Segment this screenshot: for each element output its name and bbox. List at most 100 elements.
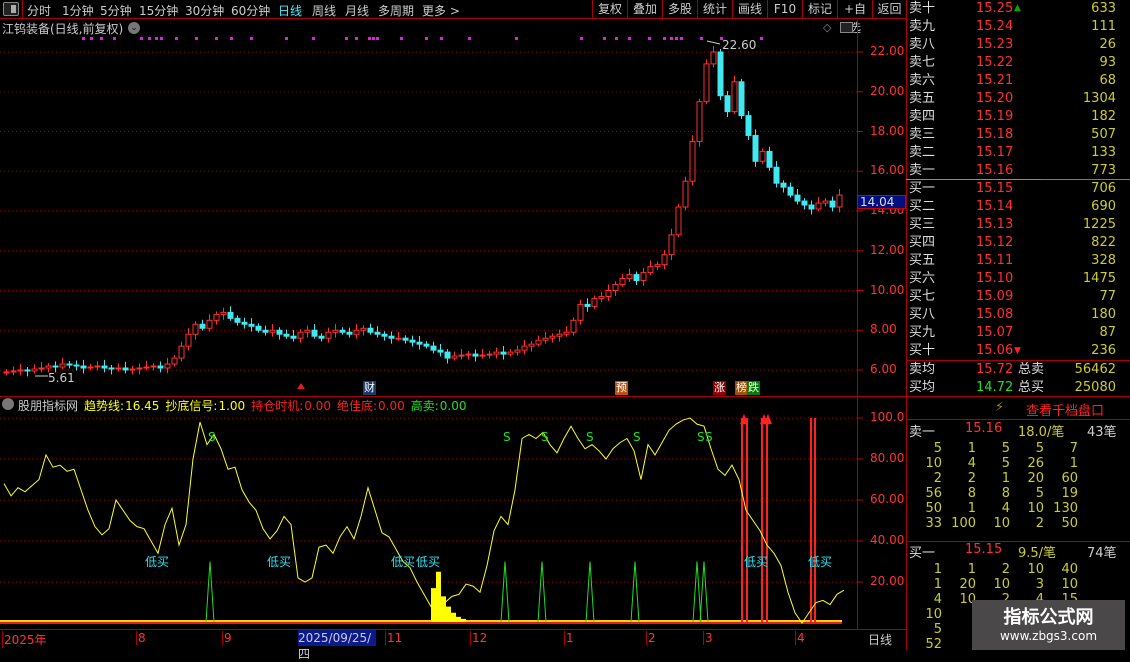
level-volume: 180 <box>1091 307 1116 322</box>
chart-marker[interactable]: 预 <box>615 381 628 395</box>
sell-signal-spike <box>699 561 709 623</box>
chart-marker[interactable]: 跌 <box>747 381 760 395</box>
low-price-label: 5.61 <box>48 371 75 385</box>
orderbook-row[interactable]: 买三 15.13 1225 <box>906 216 1124 234</box>
tab-period-6[interactable]: 日线 <box>278 4 303 18</box>
sell-s-label: S <box>705 430 713 444</box>
orderbook-row[interactable]: 买五 15.11 328 <box>906 252 1124 270</box>
tab-period-7[interactable]: 周线 <box>312 4 337 18</box>
level-price: 15.18 <box>976 127 1014 142</box>
level-volume: 706 <box>1091 181 1116 196</box>
orderbook-row[interactable]: 卖九 15.24 111 <box>906 18 1124 36</box>
layout-toggle-icon[interactable] <box>3 2 19 16</box>
tab-period-0[interactable]: 分时 <box>27 4 52 18</box>
panel-toggle-icon[interactable] <box>840 22 853 33</box>
candle <box>591 297 598 307</box>
orderbook-row[interactable]: 买四 15.12 822 <box>906 234 1124 252</box>
buy-low-label: 低买 <box>808 555 833 569</box>
indicator-field-value: 0.00 <box>378 399 405 413</box>
orderbook-row[interactable]: 卖八 15.23 26 <box>906 36 1124 54</box>
high-pointer <box>706 40 721 45</box>
chart-marker[interactable]: 榜 <box>735 381 748 395</box>
toolbar-button-5[interactable]: F10 <box>767 0 802 19</box>
price-y-tick: 8.00 <box>870 322 897 337</box>
signal-dot <box>615 37 618 40</box>
indicator-name[interactable]: 股朋指标网 <box>18 399 79 413</box>
view-full-depth-link[interactable]: 查看千档盘口 <box>1026 404 1105 419</box>
sell-signal-spike <box>205 561 215 623</box>
toolbar-button-2[interactable]: 多股 <box>662 0 697 19</box>
price-chart[interactable] <box>0 19 906 397</box>
candle <box>612 284 619 292</box>
level-label: 卖二 <box>909 145 936 160</box>
level-price: 15.12 <box>976 235 1014 250</box>
orderbook-row[interactable]: 买二 15.14 690 <box>906 198 1124 216</box>
chevron-down-icon[interactable]: ⌄ <box>128 22 140 34</box>
orderbook-row[interactable]: 卖二 15.17 133 <box>906 144 1124 162</box>
tab-period-2[interactable]: 5分钟 <box>100 4 132 18</box>
orderbook-row[interactable]: 买八 15.08 180 <box>906 306 1124 324</box>
candle <box>423 343 430 347</box>
tab-period-1[interactable]: 1分钟 <box>62 4 94 18</box>
candle <box>808 204 815 210</box>
toolbar-button-1[interactable]: 叠加 <box>627 0 662 19</box>
level-price: 15.15 <box>976 181 1014 196</box>
orderbook-row[interactable]: 卖十 15.25 633 <box>906 0 1124 18</box>
queue-order-volume: 4 <box>1001 501 1010 516</box>
tab-period-4[interactable]: 30分钟 <box>185 4 225 18</box>
orderbook-row[interactable]: 买均 14.72 总买 25080 <box>906 379 1124 397</box>
chart-marker[interactable]: 涨 <box>713 381 726 395</box>
candle <box>374 331 381 335</box>
indicator-chart[interactable] <box>0 410 906 630</box>
candle <box>318 335 325 339</box>
tab-period-5[interactable]: 60分钟 <box>231 4 271 18</box>
orderbook-row[interactable]: 卖均 15.72 总卖 56462 <box>906 361 1124 379</box>
orderbook-row[interactable]: 买九 15.07 87 <box>906 324 1124 342</box>
candle <box>745 115 752 136</box>
candle <box>738 81 745 117</box>
signal-dot <box>148 37 151 40</box>
toolbar-button-0[interactable]: 复权 <box>592 0 627 19</box>
candle <box>815 202 822 210</box>
signal-dot <box>175 37 178 40</box>
candle <box>311 329 318 337</box>
orderbook-row[interactable]: 买一 15.15 706 <box>906 180 1124 198</box>
tab-period-9[interactable]: 多周期 <box>378 4 415 18</box>
baseline-yellow <box>0 620 842 622</box>
orderbook-row[interactable]: 卖七 15.22 93 <box>906 54 1124 72</box>
indicator-field-label: 抄底信号: <box>165 399 218 413</box>
level-label: 卖八 <box>909 37 936 52</box>
orderbook-row[interactable]: 买十 15.06 236 <box>906 342 1124 360</box>
toolbar-button-4[interactable]: 画线 <box>732 0 767 19</box>
level-label: 卖一 <box>909 163 936 178</box>
sell-signal-spike <box>537 561 547 623</box>
level-volume: 236 <box>1091 343 1116 358</box>
chart-title: 江钨装备(日线,前复权) <box>2 22 124 36</box>
tab-period-10[interactable]: 更多 > <box>422 4 460 18</box>
orderbook-row[interactable]: 卖六 15.21 68 <box>906 72 1124 90</box>
indicator-menu-icon[interactable] <box>2 398 14 410</box>
orderbook-row[interactable]: 卖五 15.20 1304 <box>906 90 1124 108</box>
orderbook-row[interactable]: 买七 15.09 77 <box>906 288 1124 306</box>
chart-marker[interactable]: 财 <box>363 381 376 395</box>
signal-dot <box>285 37 288 40</box>
candle <box>276 329 283 335</box>
candle <box>17 369 24 372</box>
candle <box>262 329 269 333</box>
tab-period-8[interactable]: 月线 <box>345 4 370 18</box>
price-y-tick: 10.00 <box>870 282 905 297</box>
orderbook-row[interactable]: 买六 15.10 1475 <box>906 270 1124 288</box>
tab-period-3[interactable]: 15分钟 <box>139 4 179 18</box>
orderbook-row[interactable]: 卖三 15.18 507 <box>906 126 1124 144</box>
queue-order-volume: 52 <box>925 637 942 652</box>
toolbar-button-6[interactable]: 标记 <box>802 0 837 19</box>
diamond-icon[interactable]: ◇ <box>823 21 832 34</box>
toolbar-button-3[interactable]: 统计 <box>697 0 732 19</box>
cursor-date: 2025/09/25/四 <box>298 630 376 661</box>
toolbar-button-8[interactable]: 返回 <box>872 0 906 19</box>
level-price: 15.07 <box>976 325 1014 340</box>
orderbook-row[interactable]: 卖一 15.16 773 <box>906 162 1124 180</box>
orderbook-row[interactable]: 卖四 15.19 182 <box>906 108 1124 126</box>
signal-dot <box>368 37 371 40</box>
toolbar-button-7[interactable]: +自选 <box>837 0 872 35</box>
